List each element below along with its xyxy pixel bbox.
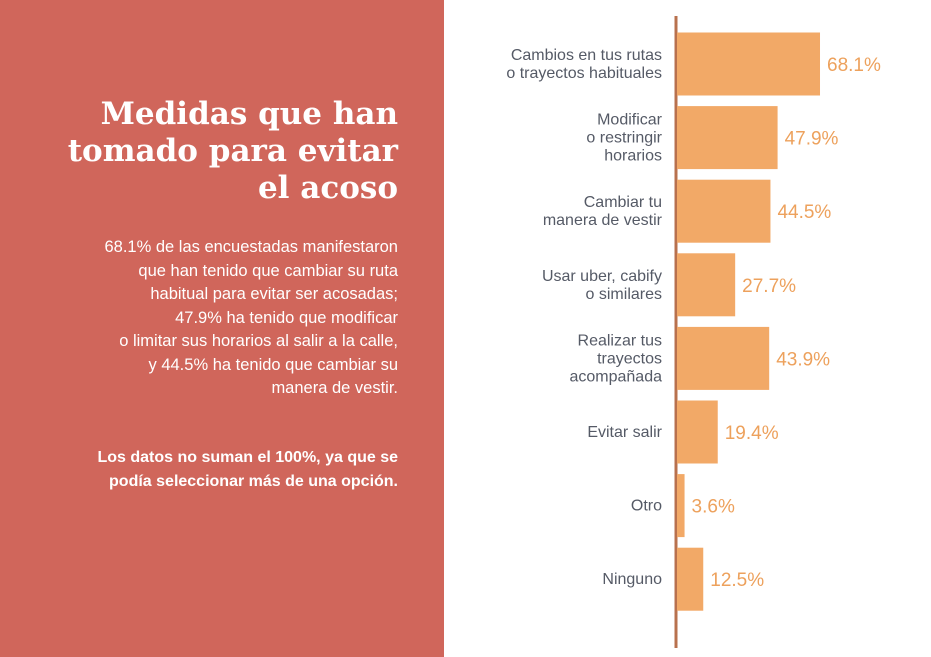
- summary-line: y 44.5% ha tenido que cambiar su: [148, 355, 399, 374]
- value-label: 68.1%: [827, 55, 881, 76]
- category-label-line: acompañada: [569, 368, 662, 385]
- summary-line: 68.1% de las encuestadas manifestaron: [104, 238, 398, 256]
- title-line: Medidas que han: [100, 96, 398, 132]
- category-label-line: manera de vestir: [543, 212, 663, 229]
- category-label-line: Modificar: [597, 112, 663, 129]
- category-label-line: trayectos: [597, 350, 662, 367]
- category-label: Cambiar tu manera de vestir: [543, 194, 663, 229]
- category-label-line: Ninguno: [602, 571, 662, 588]
- value-label: 47.9%: [785, 129, 839, 150]
- bar: [677, 179, 771, 243]
- note-text: Los datos no suman el 100%, ya que se po…: [18, 446, 398, 494]
- category-label: Ninguno: [602, 571, 662, 588]
- category-label: Otro: [631, 498, 662, 515]
- bar: [677, 32, 821, 96]
- category-label-line: o restringir: [586, 130, 662, 147]
- bar: [677, 547, 704, 611]
- category-label: Modificar o restringir horarios: [586, 112, 662, 165]
- category-label-line: o similares: [586, 286, 662, 303]
- summary-line: 47.9% ha tenido que modificar: [175, 308, 398, 327]
- category-label: Evitar salir: [587, 424, 662, 441]
- value-label: 44.5%: [777, 202, 831, 223]
- category-label-line: Cambios en tus rutas: [511, 47, 662, 64]
- category-label: Usar uber, cabify o similares: [542, 268, 662, 303]
- bar: [677, 400, 718, 464]
- value-label: 19.4%: [725, 423, 779, 444]
- value-label: 27.7%: [742, 276, 796, 297]
- category-label-line: horarios: [604, 148, 662, 165]
- summary-line: que han tenido que cambiar su ruta: [138, 261, 398, 280]
- category-label-line: Realizar tus: [578, 332, 662, 349]
- summary-line: manera de vestir.: [271, 379, 398, 397]
- left-panel: Medidas que han tomado para evitar el ac…: [0, 0, 444, 657]
- category-label-line: Otro: [631, 498, 662, 515]
- summary-line: o limitar sus horarios al salir a la cal…: [119, 332, 398, 350]
- category-label-line: o trayectos habituales: [506, 65, 662, 82]
- bar: [677, 106, 778, 170]
- value-label: 3.6%: [692, 497, 735, 518]
- value-label: 12.5%: [710, 570, 764, 591]
- bar: [677, 474, 685, 538]
- bar: [677, 326, 770, 390]
- category-label: Cambios en tus rutas o trayectos habitual…: [506, 47, 662, 82]
- category-label-line: Evitar salir: [587, 424, 662, 441]
- summary-text: 68.1% de las encuestadas manifestaron qu…: [18, 236, 398, 401]
- category-label: Realizar tus trayectos acompañada: [569, 332, 662, 385]
- value-label: 43.9%: [776, 349, 830, 370]
- page-title: Medidas que han tomado para evitar el ac…: [18, 96, 398, 207]
- title-line: tomado para evitar: [67, 133, 398, 169]
- title-line: el acoso: [257, 170, 398, 206]
- category-label-line: Cambiar tu: [584, 194, 662, 211]
- summary-line: habitual para evitar ser acosadas;: [150, 285, 398, 303]
- category-label-line: Usar uber, cabify: [542, 268, 662, 285]
- bar: [677, 253, 736, 317]
- note-line: Los datos no suman el 100%, ya que se: [97, 449, 398, 466]
- note-line: podía seleccionar más de una opción.: [109, 473, 398, 490]
